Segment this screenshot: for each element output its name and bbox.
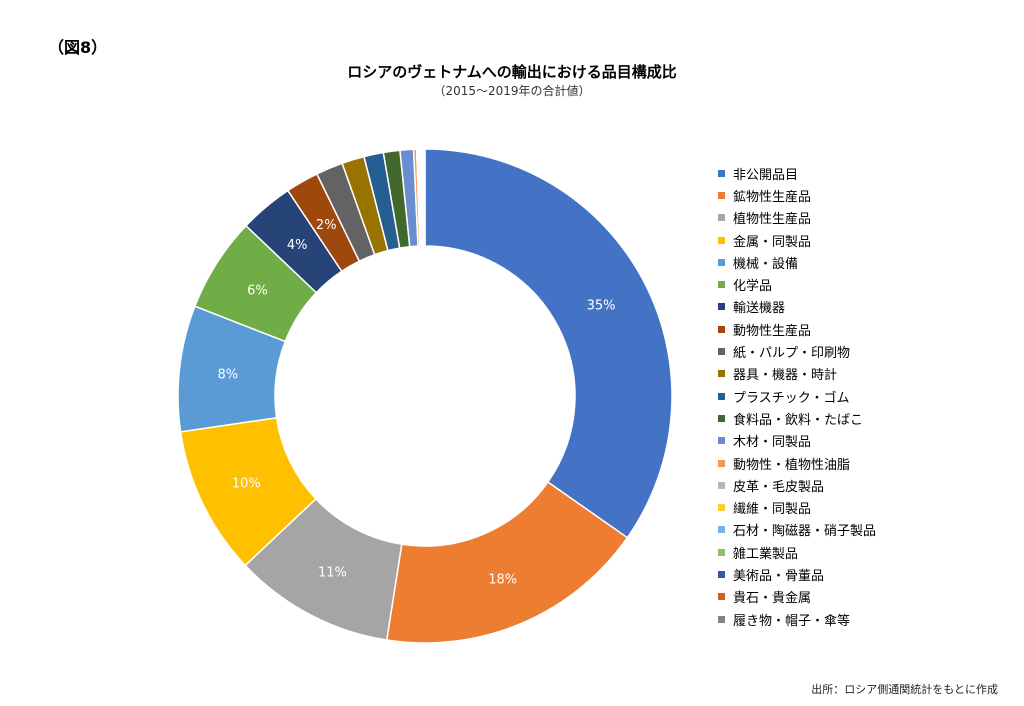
legend-label: 雑工業製品: [733, 546, 799, 562]
legend-item: 動物性生産品: [718, 318, 876, 340]
legend-label: 鉱物性生産品: [733, 189, 812, 205]
legend-item: 美術品・骨董品: [718, 563, 876, 585]
legend-label: 貴石・貴金属: [733, 591, 812, 607]
legend-swatch: [718, 214, 725, 222]
legend-item: 繊維・同製品: [718, 496, 876, 518]
legend-swatch: [718, 570, 725, 578]
legend-swatch: [718, 437, 725, 445]
chart-subtitle: （2015～2019年の合計値）: [433, 84, 591, 98]
legend-item: 輸送機器: [718, 296, 876, 318]
chart-legend: 非公開品目鉱物性生産品 植物性生産品 金属・同製品 機械・設備化学品輸送機器動物性生産…: [718, 162, 876, 630]
legend-swatch: [718, 414, 725, 422]
legend-item: 石材・陶磁器・硝子製品: [718, 519, 876, 541]
legend-label: 動物性・植物性油脂: [733, 457, 851, 473]
legend-label: 紙・パルプ・印刷物: [733, 346, 851, 362]
legend-label: プラスチック・ゴム: [733, 390, 850, 406]
legend-swatch: [718, 593, 725, 601]
legend-swatch: [718, 303, 725, 311]
legend-label: 履き物・帽子・傘等: [733, 613, 851, 629]
legend-item: プラスチック・ゴム: [718, 385, 876, 407]
figure-label: （図8）: [48, 38, 108, 57]
source-note: 出所：ロシア側通関統計をもとに作成: [811, 683, 998, 696]
legend-item: 皮革・毛皮製品: [718, 474, 876, 496]
slice-data-label: 6%: [247, 284, 268, 299]
legend-item: 金属・同製品: [718, 229, 876, 251]
legend-swatch: [718, 504, 725, 512]
slice-data-label: 2%: [316, 218, 337, 233]
legend-swatch: [718, 191, 725, 199]
legend-swatch: [718, 548, 725, 556]
legend-swatch: [718, 169, 725, 177]
donut-slice: [385, 480, 629, 644]
slice-data-label: 4%: [287, 238, 308, 253]
legend-label: 金属・同製品: [733, 234, 812, 250]
legend-label: 食料品・飲料・たばこ: [733, 412, 864, 428]
legend-swatch: [718, 370, 725, 378]
legend-swatch: [718, 258, 725, 266]
legend-item: 履き物・帽子・傘等: [718, 608, 876, 630]
legend-swatch: [718, 236, 725, 244]
legend-item: 貴石・貴金属: [718, 586, 876, 608]
legend-item: 雑工業製品: [718, 541, 876, 563]
legend-item: 化学品: [718, 273, 876, 295]
slice-data-label: 35%: [587, 298, 616, 313]
donut-slice: [423, 148, 426, 247]
legend-label: 非公開品目: [733, 167, 799, 183]
legend-item: 動物性・植物性油脂: [718, 452, 876, 474]
legend-swatch: [718, 615, 725, 623]
legend-item: 鉱物性生産品: [718, 184, 876, 206]
legend-label: 植物性生産品: [733, 212, 812, 228]
slice-data-label: 8%: [217, 368, 238, 383]
legend-label: 美術品・骨董品: [733, 568, 825, 584]
legend-item: 植物性生産品: [718, 207, 876, 229]
legend-label: 輸送機器: [733, 301, 786, 317]
donut-slice: [424, 148, 673, 539]
legend-label: 木材・同製品: [733, 435, 812, 451]
chart-title: ロシアのヴェトナムへの輸出における品目構成比: [347, 63, 677, 81]
legend-swatch: [718, 526, 725, 534]
legend-item: 非公開品目: [718, 162, 876, 184]
slice-data-label: 18%: [488, 573, 517, 588]
legend-item: 食料品・飲料・たばこ: [718, 407, 876, 429]
legend-swatch: [718, 281, 725, 289]
legend-item: 機械・設備: [718, 251, 876, 273]
legend-item: 紙・パルプ・印刷物: [718, 340, 876, 362]
slice-data-label: 11%: [318, 566, 347, 581]
legend-label: 繊維・同製品: [733, 502, 812, 518]
legend-swatch: [718, 459, 725, 467]
slice-data-label: 10%: [232, 476, 261, 491]
legend-label: 石材・陶磁器・硝子製品: [733, 524, 877, 540]
legend-swatch: [718, 392, 725, 400]
legend-label: 化学品: [733, 279, 773, 295]
legend-swatch: [718, 348, 725, 356]
legend-item: 木材・同製品: [718, 430, 876, 452]
legend-swatch: [718, 325, 725, 333]
legend-label: 動物性生産品: [733, 323, 812, 339]
legend-label: 機械・設備: [733, 256, 799, 272]
legend-item: 器具・機器・時計: [718, 363, 876, 385]
legend-label: 皮革・毛皮製品: [733, 479, 825, 495]
legend-swatch: [718, 481, 725, 489]
legend-label: 器具・機器・時計: [733, 368, 838, 384]
